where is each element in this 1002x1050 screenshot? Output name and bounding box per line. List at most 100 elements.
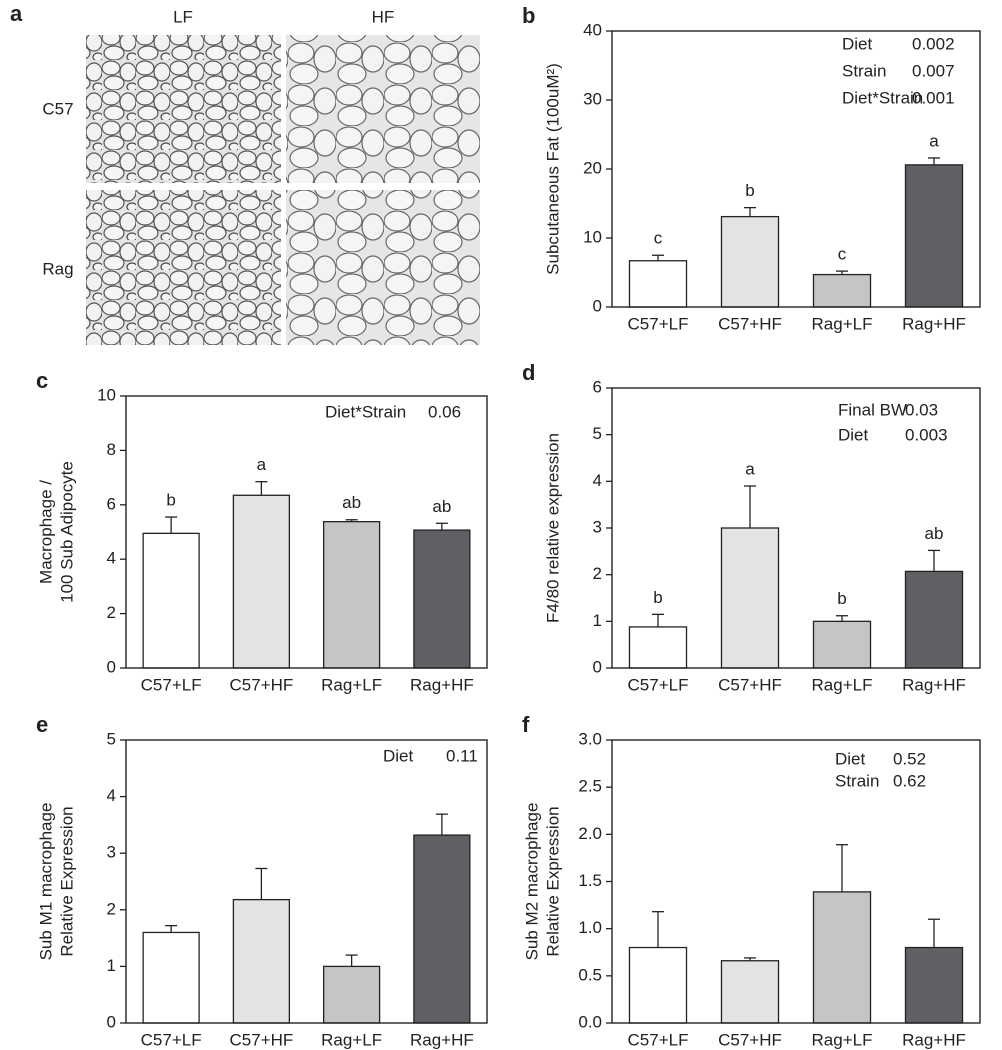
x-tick-label: C57+LF	[628, 1030, 689, 1049]
x-tick-label: C57+HF	[229, 675, 293, 694]
y-tick-label: 3	[107, 843, 116, 862]
y-axis-label: Relative Expression	[543, 806, 562, 956]
significance-letter: b	[745, 181, 754, 200]
significance-letter: b	[653, 588, 662, 607]
y-tick-label: 1	[593, 611, 602, 630]
x-tick-label: Rag+HF	[410, 1030, 474, 1049]
significance-letter: ab	[925, 524, 944, 543]
y-tick-label: 20	[583, 158, 602, 177]
x-tick-label: Rag+HF	[902, 675, 966, 694]
bar	[413, 834, 471, 1024]
bar	[812, 273, 872, 308]
column-label: HF	[372, 7, 395, 26]
x-tick-label: C57+HF	[718, 675, 782, 694]
x-tick-label: C57+HF	[718, 314, 782, 333]
y-axis-label: Sub M2 macrophage	[522, 803, 541, 961]
bar	[142, 931, 200, 1024]
y-tick-label: 2.0	[578, 824, 602, 843]
significance-letter: c	[654, 229, 663, 248]
y-tick-label: 3	[593, 517, 602, 536]
bar	[232, 898, 291, 1024]
x-tick-label: Rag+LF	[321, 675, 382, 694]
row-label: Rag	[42, 259, 73, 278]
x-tick-label: C57+LF	[628, 314, 689, 333]
significance-letter: ab	[342, 493, 361, 512]
stat-name: Diet	[383, 746, 414, 765]
panel-letter: d	[522, 360, 535, 385]
panel-letter: e	[36, 712, 48, 737]
bar	[904, 946, 964, 1024]
bar	[720, 527, 780, 669]
bar	[322, 965, 381, 1024]
x-tick-label: Rag+HF	[902, 314, 966, 333]
y-tick-label: 1.5	[578, 871, 602, 890]
y-tick-label: 0	[107, 657, 116, 676]
panel-letter: c	[36, 368, 48, 393]
bar	[142, 532, 200, 669]
x-tick-label: C57+LF	[628, 675, 689, 694]
stat-p: 0.62	[893, 771, 926, 790]
stat-name: Diet	[842, 34, 873, 53]
x-tick-label: Rag+HF	[902, 1030, 966, 1049]
stat-name: Diet	[838, 425, 869, 444]
x-tick-label: Rag+LF	[321, 1030, 382, 1049]
significance-letter: b	[166, 491, 175, 510]
stat-name: Strain	[835, 771, 879, 790]
bar	[628, 946, 688, 1024]
y-tick-label: 6	[107, 494, 116, 513]
y-tick-label: 0.5	[578, 965, 602, 984]
bar	[812, 891, 872, 1024]
x-tick-label: Rag+HF	[410, 675, 474, 694]
significance-letter: ab	[432, 497, 451, 516]
y-tick-label: 1	[107, 956, 116, 975]
y-axis-label: Relative Expression	[57, 806, 76, 956]
y-tick-label: 2.5	[578, 777, 602, 796]
y-tick-label: 10	[583, 227, 602, 246]
x-tick-label: Rag+LF	[812, 675, 873, 694]
y-axis-label: 100 Sub Adipocyte	[57, 461, 76, 603]
y-axis-label: Sub M1 macrophage	[36, 803, 55, 961]
plot-frame	[611, 30, 981, 308]
y-tick-label: 0.0	[578, 1012, 602, 1031]
bar	[322, 521, 381, 669]
significance-letter: a	[745, 459, 755, 478]
x-tick-label: C57+LF	[141, 675, 202, 694]
plot-frame	[125, 395, 488, 669]
stat-p: 0.007	[912, 61, 955, 80]
stat-p: 0.003	[905, 425, 948, 444]
bar	[628, 626, 688, 669]
x-tick-label: Rag+LF	[812, 1030, 873, 1049]
bar	[904, 164, 964, 308]
y-tick-label: 3.0	[578, 729, 602, 748]
plot-frame	[611, 387, 981, 669]
bar	[232, 494, 291, 669]
y-tick-label: 8	[107, 440, 116, 459]
micrograph	[286, 35, 480, 183]
bar	[812, 620, 872, 669]
micrograph	[286, 190, 480, 345]
y-tick-label: 4	[107, 549, 116, 568]
y-axis-label: F4/80 relative expression	[543, 433, 562, 623]
stat-p: 0.001	[912, 88, 955, 107]
micrograph	[86, 35, 281, 183]
stat-name: Strain	[842, 61, 886, 80]
x-tick-label: C57+HF	[718, 1030, 782, 1049]
stat-name: Diet	[835, 749, 866, 768]
y-tick-label: 6	[593, 377, 602, 396]
bar	[720, 960, 780, 1024]
column-label: LF	[173, 7, 193, 26]
stat-name: Diet*Strain	[842, 88, 923, 107]
panel-letter: b	[522, 3, 535, 28]
bar	[720, 215, 780, 308]
stat-p: 0.11	[446, 746, 478, 765]
y-axis-label: Subcutaneous Fat (100uM²)	[543, 63, 562, 275]
y-tick-label: 0	[107, 1012, 116, 1031]
x-tick-label: Rag+LF	[812, 314, 873, 333]
stat-name: Final BW	[838, 400, 907, 419]
plot-frame	[125, 739, 488, 1024]
y-tick-label: 5	[107, 729, 116, 748]
y-axis-label: Macrophage /	[36, 480, 55, 584]
y-tick-label: 0	[593, 657, 602, 676]
histology-panel: a LF HF C57 Rag	[10, 1, 480, 345]
